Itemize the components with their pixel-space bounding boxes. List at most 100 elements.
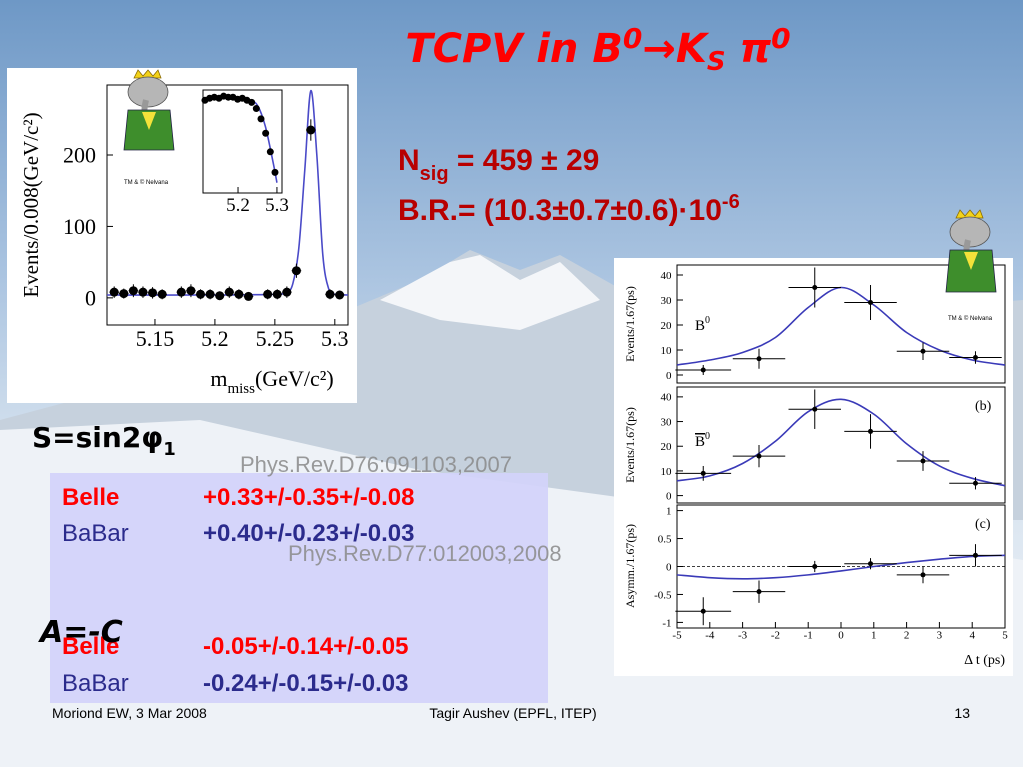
measurement: +0.40+/-0.23+/-0.03 xyxy=(203,520,415,547)
data-point xyxy=(335,290,345,300)
y-tick-label: 20 xyxy=(661,320,673,332)
x-tick-label: 4 xyxy=(969,629,975,641)
title-text: →K xyxy=(642,26,710,72)
y-tick-label: 0 xyxy=(666,490,672,502)
y-tick-label: 100 xyxy=(63,214,96,239)
data-point xyxy=(700,608,706,614)
x-axis-label-sub: miss xyxy=(227,381,255,397)
data-point xyxy=(868,561,874,567)
plot: 0 10 20 30 40 xyxy=(661,386,1006,504)
data-point xyxy=(266,148,274,156)
x-tick-label: -1 xyxy=(804,629,813,641)
panel-tag-bbar: B xyxy=(695,434,705,450)
plot-frame xyxy=(676,386,1006,504)
data-point xyxy=(812,406,818,412)
y-tick-label: -1 xyxy=(662,617,671,629)
title-text: π xyxy=(726,26,772,72)
y-tick-label: 20 xyxy=(661,441,673,453)
y-tick-label: 10 xyxy=(661,345,673,357)
y-axis-label: Events/0.008(GeV/c²) xyxy=(19,112,43,297)
data-point xyxy=(138,287,148,297)
data-point xyxy=(868,300,874,305)
x-axis-label: Δ t (ps) xyxy=(964,653,1005,668)
data-point xyxy=(291,266,301,276)
footer-left: Moriond EW, 3 Mar 2008 xyxy=(52,705,207,721)
x-tick-label: 5 xyxy=(1002,629,1008,641)
s-label: S=sin2φ1 xyxy=(32,421,176,460)
logo: TM & © Nelvana xyxy=(945,209,997,322)
data-point xyxy=(186,286,196,296)
panel-tag-sup: 0 xyxy=(705,431,710,442)
data-point xyxy=(257,115,265,123)
s-label-sub: 1 xyxy=(163,439,176,460)
dt-plot-panel xyxy=(614,258,1013,676)
br-text: B.R.= (10.3±0.7±0.6)·10 xyxy=(398,194,722,227)
y-tick-label: 0 xyxy=(85,286,96,311)
y-tick-label: 30 xyxy=(661,295,673,307)
reference: Phys.Rev.D76:091103,2007 xyxy=(240,452,512,477)
x-tick-label: -3 xyxy=(738,629,748,641)
logo: TM & © Nelvana xyxy=(123,69,175,186)
data-point xyxy=(812,564,818,569)
y-tick-label: 0 xyxy=(666,561,672,573)
title-sub: S xyxy=(707,47,726,77)
results-table: Belle +0.33+/-0.35+/-0.08 BaBar +0.40+/-0.2… xyxy=(62,484,415,697)
data-point xyxy=(972,355,978,360)
data-point xyxy=(756,589,762,595)
x-axis-label-unit: (GeV/c²) xyxy=(255,366,334,391)
panel-tag-sup: 0 xyxy=(705,315,710,326)
plot: 5.2 5.3 xyxy=(201,89,289,216)
measurement: -0.05+/-0.14+/-0.05 xyxy=(203,633,408,660)
data-point xyxy=(248,98,256,106)
mass-plot-panel xyxy=(7,68,357,403)
experiment: BaBar xyxy=(62,520,129,547)
y-tick-label: 0.5 xyxy=(658,533,672,545)
data-point xyxy=(252,105,260,113)
data-point xyxy=(756,356,762,362)
y-axis-label: Asymm./1.67(ps) xyxy=(623,524,637,608)
data-point xyxy=(196,289,206,299)
nsig-value: = 459 ± 29 xyxy=(449,144,600,177)
data-point xyxy=(262,129,270,137)
x-tick-label: 1 xyxy=(871,629,877,641)
a-label: A=-C xyxy=(38,615,123,650)
y-tick-label: -0.5 xyxy=(654,589,672,601)
data-point xyxy=(205,289,215,299)
data-point xyxy=(272,289,282,299)
y-tick-label: 0 xyxy=(666,370,672,382)
y-axis-label: Events/1.67(ps) xyxy=(623,286,637,362)
nsig-sub: sig xyxy=(420,163,449,185)
measurement: -0.24+/-0.15+/-0.03 xyxy=(203,670,408,697)
results-box xyxy=(50,473,548,703)
data-point xyxy=(700,367,706,373)
y-tick-label: 30 xyxy=(661,416,673,428)
panel-tag-b: B xyxy=(695,318,705,334)
plot-frame xyxy=(106,84,349,326)
data-point xyxy=(812,285,818,290)
data-point xyxy=(972,480,978,486)
data-point xyxy=(224,287,234,297)
plot-frame xyxy=(202,89,283,194)
x-tick-label: -5 xyxy=(672,629,682,641)
x-tick-label: -4 xyxy=(705,629,715,641)
measurement: +0.33+/-0.35+/-0.08 xyxy=(203,484,415,511)
y-tick-label: 1 xyxy=(666,505,672,517)
logo-text: TM & © Nelvana xyxy=(948,315,993,322)
data-point xyxy=(128,286,138,296)
title: TCPV in B0→KS π0 xyxy=(405,22,790,77)
dt-labels: Events/1.67(ps) Events/1.67(ps) Asymm./1… xyxy=(623,286,1005,668)
x-tick-label: 5.2 xyxy=(201,326,229,351)
x-tick-label: 2 xyxy=(904,629,910,641)
data-point xyxy=(972,552,978,558)
data-point xyxy=(920,348,926,354)
stats: Nsig = 459 ± 29 B.R.= (10.3±0.7±0.6)·10-… xyxy=(398,144,740,227)
data-point xyxy=(306,125,316,135)
logo-text: TM & © Nelvana xyxy=(124,179,169,186)
x-axis-label: mmiss(GeV/c²) xyxy=(210,366,333,397)
data-point xyxy=(700,470,706,476)
title-sup: 0 xyxy=(623,22,642,55)
data-point xyxy=(282,287,292,297)
